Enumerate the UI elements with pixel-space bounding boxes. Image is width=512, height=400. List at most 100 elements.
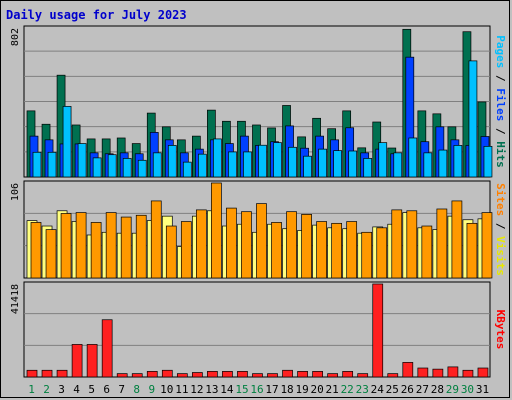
bar-pages-11 [182,161,192,178]
bar-sites-16 [256,203,267,279]
bar-pages-29 [453,145,463,178]
x-tick-label-13: 13 [205,383,218,396]
bar-sites-20 [316,221,327,279]
bar-pages-5 [92,157,102,178]
bar-sites-9 [150,200,162,279]
bar-kbytes-29 [447,366,459,378]
x-tick-label-27: 27 [416,383,429,396]
bar-pages-24 [378,142,388,178]
bar-kbytes-22 [342,371,354,378]
bar-sites-10 [165,225,177,279]
bar-pages-28 [438,149,448,178]
bar-pages-16 [258,144,267,178]
bar-kbytes-14 [222,371,233,378]
bar-kbytes-2 [41,369,53,378]
bar-kbytes-5 [86,344,98,378]
bar-sites-1 [30,222,42,279]
panel-kbytes [23,281,491,378]
bar-sites-13 [211,182,222,279]
x-tick-label-21: 21 [326,383,339,396]
bar-pages-25 [393,152,403,178]
x-tick-label-3: 3 [58,383,65,396]
bar-sites-24 [376,227,388,279]
bar-kbytes-6 [101,319,113,378]
x-tick-label-8: 8 [133,383,140,396]
bar-sites-12 [196,209,207,279]
bar-pages-13 [213,138,222,178]
bar-kbytes-18 [282,369,293,378]
bar-sites-30 [466,222,478,279]
bar-sites-25 [391,209,403,279]
bar-sites-3 [60,213,72,279]
axis-label-part: Files [494,88,507,121]
bar-kbytes-8 [131,373,143,378]
bar-sites-15 [241,211,252,279]
bar-sites-22 [346,221,358,279]
bar-kbytes-9 [146,371,158,378]
bar-pages-10 [167,145,177,178]
bar-sites-29 [451,200,463,279]
bar-sites-21 [331,222,342,279]
x-tick-label-11: 11 [175,383,188,396]
bar-kbytes-23 [357,373,369,378]
axis-label-part: / [494,121,507,141]
x-tick-label-26: 26 [401,383,414,396]
bar-sites-31 [481,212,493,279]
x-tick-label-30: 30 [461,383,474,396]
bar-pages-19 [303,155,312,178]
bar-pages-31 [483,145,493,178]
bar-kbytes-7 [116,373,128,378]
axis-label-part: / [494,68,507,88]
bar-pages-22 [348,150,358,178]
x-tick-label-15: 15 [235,383,248,396]
bar-pages-2 [47,151,57,178]
x-tick-label-20: 20 [311,383,324,396]
x-tick-label-2: 2 [43,383,50,396]
bar-kbytes-26 [402,362,414,378]
axis-label-part: Hits [494,141,507,168]
bar-pages-8 [137,159,147,178]
axis-label-part: Sites [494,183,507,216]
bar-pages-20 [318,148,327,178]
bar-pages-18 [288,146,297,178]
x-tick-label-9: 9 [148,383,155,396]
bar-pages-26 [408,137,418,178]
bar-sites-23 [361,231,373,279]
bar-pages-1 [32,151,42,178]
x-tick-label-31: 31 [476,383,489,396]
bar-pages-7 [122,158,132,178]
bar-sites-2 [45,229,57,279]
bar-kbytes-13 [207,371,218,378]
bar-kbytes-15 [237,371,248,378]
bar-kbytes-21 [327,373,338,378]
x-tick-label-6: 6 [103,383,110,396]
x-tick-label-23: 23 [356,383,369,396]
bar-pages-27 [423,152,433,178]
bar-kbytes-20 [312,371,323,378]
x-tick-label-5: 5 [88,383,95,396]
bar-kbytes-31 [477,367,489,378]
x-tick-label-22: 22 [341,383,354,396]
x-tick-label-1: 1 [28,383,35,396]
bar-sites-6 [105,212,117,279]
bar-sites-18 [286,211,297,279]
scale-label-visits-sites: 106 [10,183,21,201]
x-tick-label-28: 28 [431,383,444,396]
bar-sites-4 [75,212,87,279]
bar-sites-26 [406,210,418,279]
bar-kbytes-17 [267,373,278,378]
bar-sites-27 [421,225,433,279]
chart-title: Daily usage for July 2023 [6,8,187,22]
x-tick-label-18: 18 [280,383,293,396]
axis-label-visits-sites: Sites / Visits [494,183,507,276]
bar-sites-14 [226,207,237,279]
bar-sites-19 [301,214,312,279]
bar-pages-3 [62,106,72,178]
bar-kbytes-25 [387,373,399,378]
bar-pages-12 [198,153,207,178]
bar-kbytes-12 [192,372,203,378]
x-tick-label-24: 24 [371,383,385,396]
x-tick-label-16: 16 [250,383,263,396]
scale-label-kbytes: 41418 [10,284,21,314]
